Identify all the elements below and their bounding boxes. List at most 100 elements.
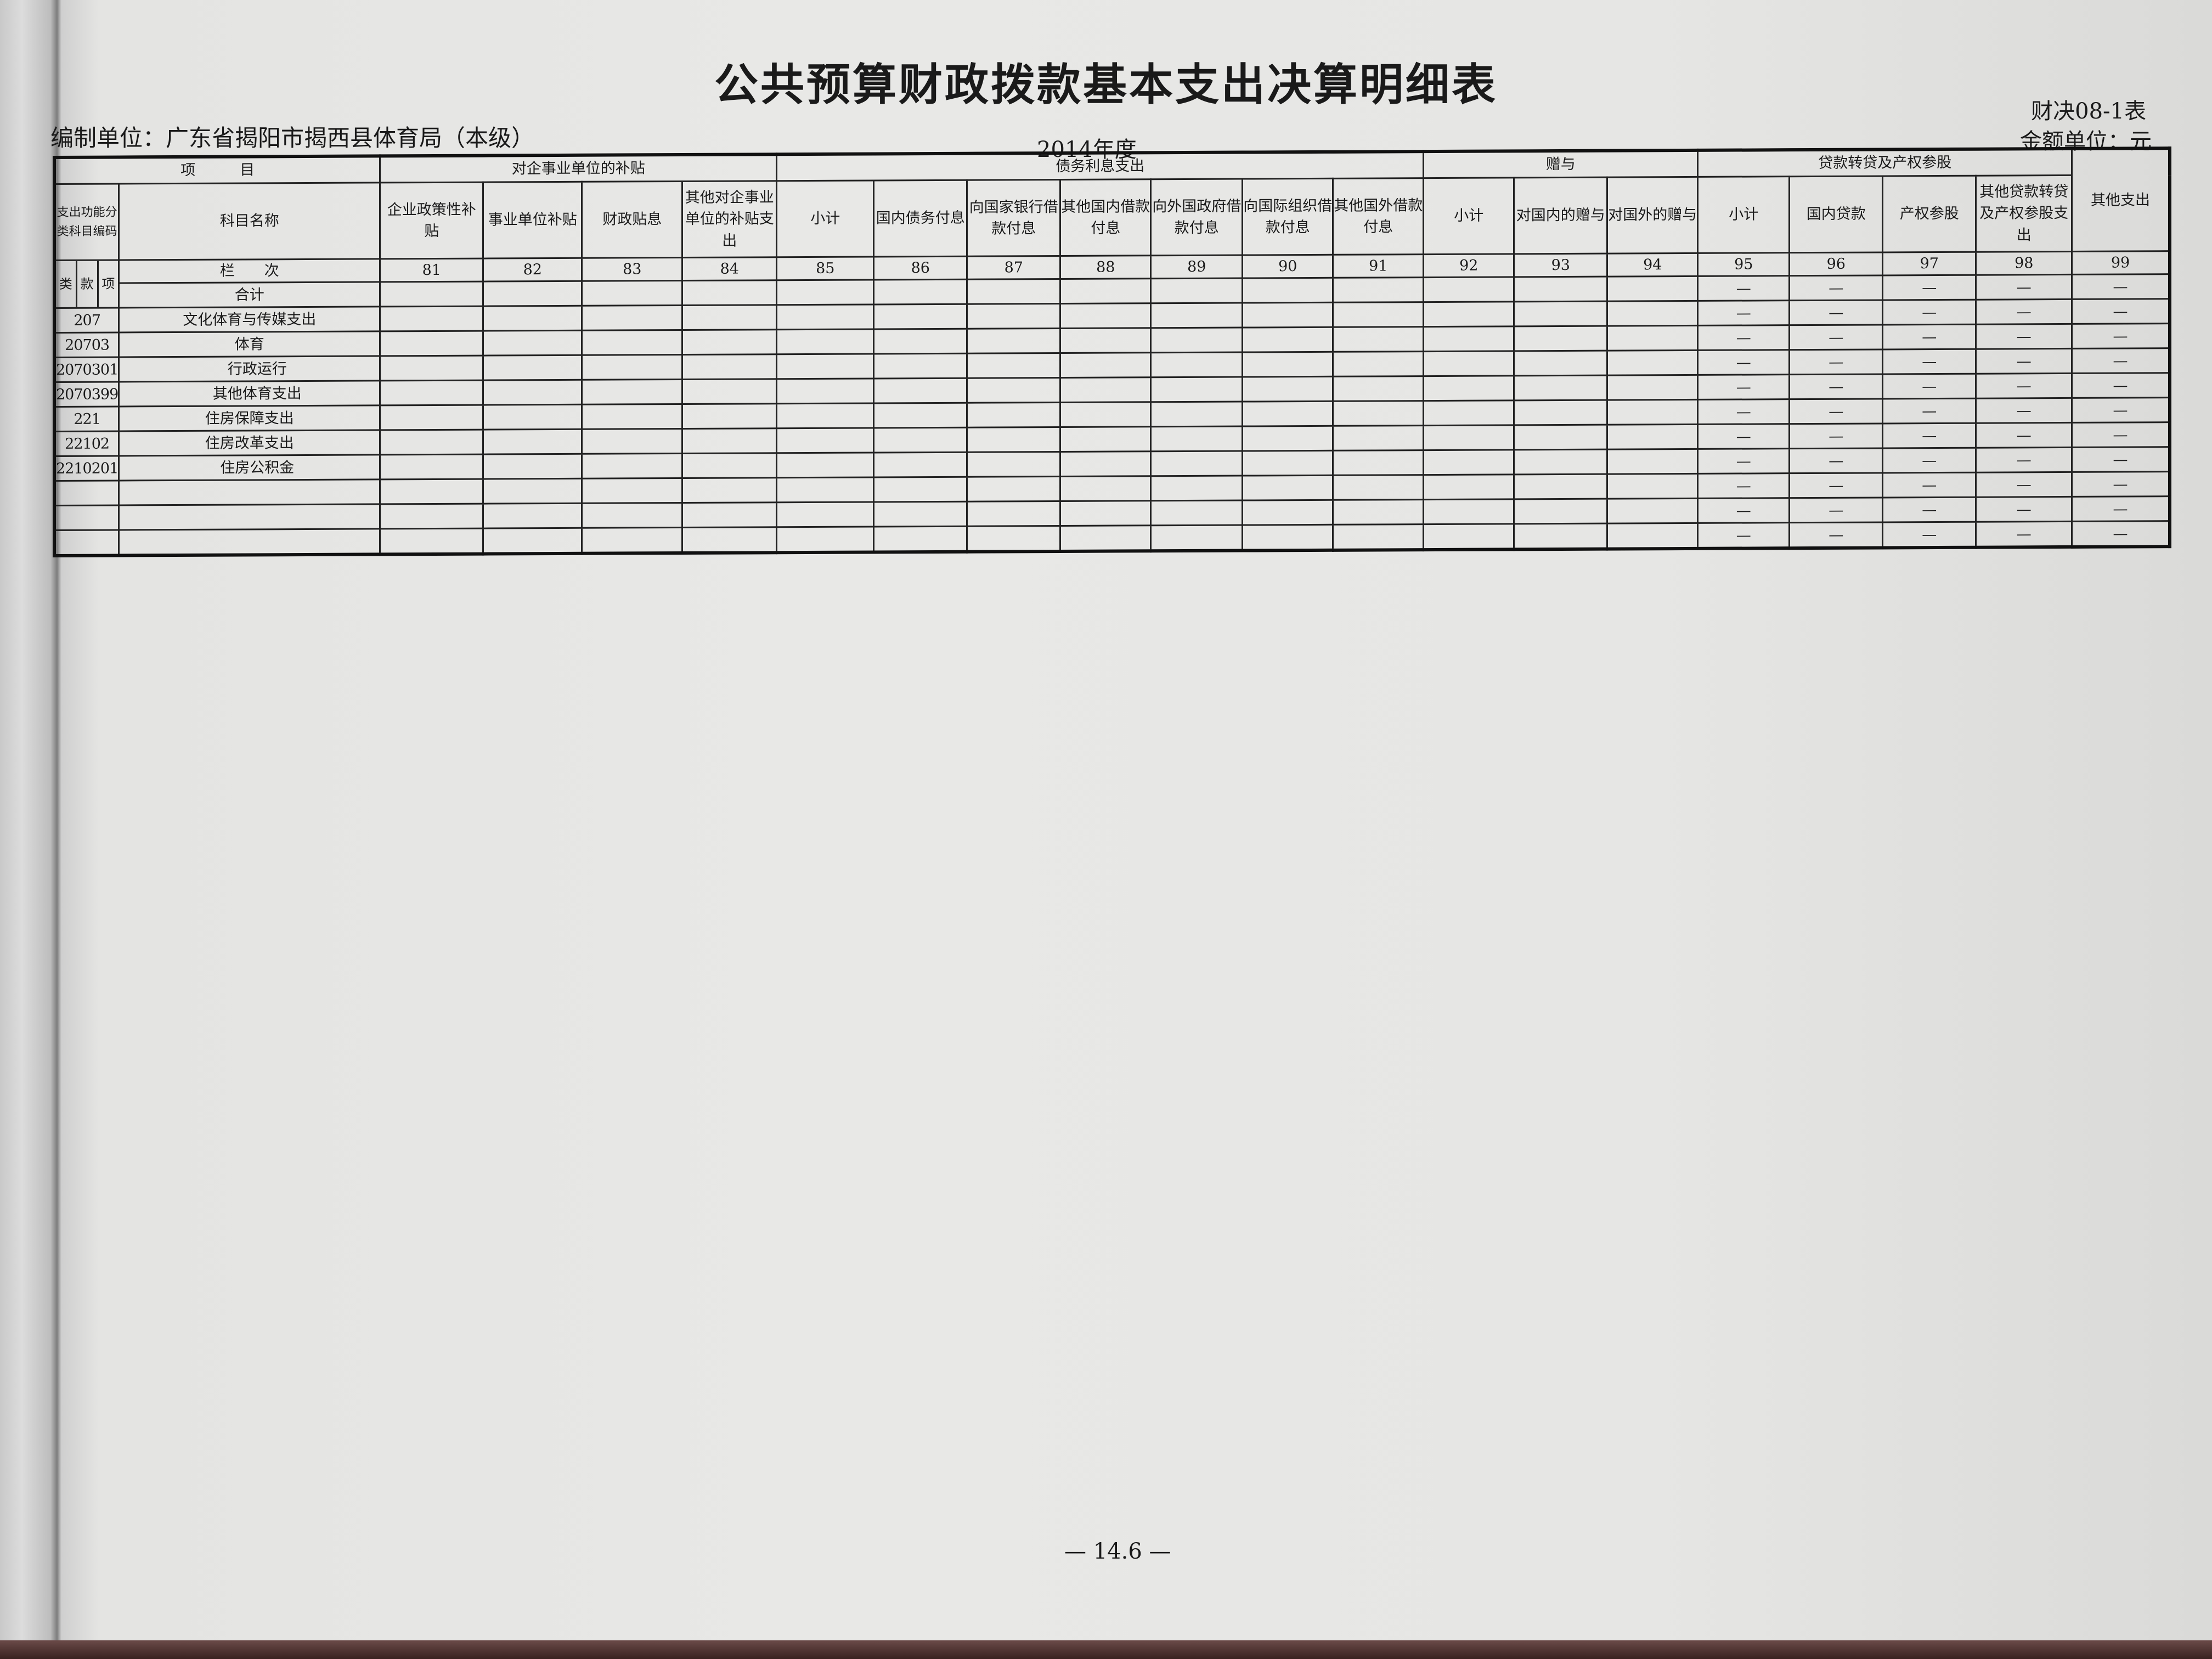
table-cell — [776, 280, 874, 305]
column-number: 88 — [1060, 255, 1151, 279]
subject-code: 22102 — [54, 431, 119, 456]
table-cell: — — [1976, 274, 2072, 300]
table-cell — [682, 453, 777, 478]
column-header: 小计 — [1697, 176, 1790, 253]
organization-label: 编制单位：广东省揭阳市揭西县体育局（本级） — [50, 125, 535, 151]
table-cell — [1607, 301, 1698, 326]
header-row-columns: 支出功能分类科目编码 科目名称 企业政策性补贴 事业单位补贴 财政贴息 其他对企事业单位的… — [54, 175, 2170, 261]
column-header: 向国家银行借款付息 — [967, 179, 1060, 257]
table-cell — [776, 379, 874, 404]
table-cell — [380, 331, 483, 357]
subject-name — [119, 504, 380, 531]
table-cell: — — [1697, 522, 1790, 549]
table-cell — [967, 353, 1060, 379]
table-cell — [380, 380, 483, 406]
table-cell — [682, 502, 777, 528]
page-title: 公共预算财政拨款基本支出决算明细表 — [714, 59, 1498, 110]
table-cell — [1333, 326, 1424, 352]
desk-surface — [0, 1640, 2212, 1659]
table-cell — [1060, 426, 1151, 452]
subject-code — [54, 530, 119, 556]
table-cell — [1607, 325, 1698, 351]
column-number: 97 — [1882, 252, 1976, 276]
table-cell — [1060, 500, 1151, 526]
table-cell — [380, 281, 483, 307]
table-cell — [776, 403, 874, 428]
table-cell — [1242, 500, 1333, 526]
table-cell: — — [2072, 274, 2170, 300]
table-cell: — — [2072, 447, 2170, 472]
table-cell — [582, 305, 682, 331]
table-cell — [1333, 302, 1424, 328]
subject-code: 2070301 — [54, 357, 119, 382]
column-number-label: 栏 次 — [119, 258, 380, 284]
table-cell — [483, 429, 582, 455]
column-header: 其他对企事业单位的补贴支出 — [682, 180, 777, 258]
table-cell — [1514, 449, 1607, 475]
table-cell — [1242, 327, 1333, 353]
table-cell — [1514, 326, 1607, 352]
table-cell: — — [1789, 374, 1883, 399]
table-cell — [682, 477, 777, 503]
column-header: 其他国外借款付息 — [1333, 178, 1424, 255]
table-cell — [1242, 475, 1333, 501]
table-cell — [1242, 426, 1333, 452]
table-cell — [582, 478, 682, 504]
column-number: 84 — [682, 257, 777, 281]
table-cell — [1423, 351, 1514, 376]
table-cell: — — [1789, 325, 1883, 350]
subject-code: 20703 — [54, 332, 119, 358]
column-number: 82 — [483, 258, 582, 282]
column-number: 99 — [2072, 251, 2170, 275]
subject-name: 体育 — [119, 331, 380, 358]
table-cell — [380, 306, 483, 332]
table-cell: — — [2072, 397, 2170, 423]
table-cell — [483, 404, 582, 430]
table-cell — [582, 428, 682, 454]
subject-code — [54, 481, 119, 506]
table-cell — [776, 477, 874, 503]
table-cell — [1333, 499, 1424, 525]
table-cell — [776, 453, 874, 478]
table-cell — [1514, 523, 1607, 550]
subject-name: 行政运行 — [119, 356, 380, 382]
subject-name — [119, 479, 380, 506]
table-cell — [873, 378, 967, 404]
table-cell — [1423, 326, 1514, 352]
table-cell: — — [1976, 373, 2072, 399]
table-cell — [380, 405, 483, 431]
code-header: 支出功能分类科目编码 — [54, 183, 119, 261]
table-cell: — — [2072, 422, 2170, 448]
table-cell: — — [1789, 448, 1883, 473]
column-header: 其他贷款转贷及产权参股支出 — [1976, 175, 2072, 252]
table-cell — [380, 528, 483, 555]
group-header: 债务利息支出 — [776, 151, 1424, 181]
table-cell: — — [1697, 300, 1790, 326]
table-cell — [1607, 276, 1698, 302]
group-header: 赠与 — [1423, 150, 1698, 178]
table-cell — [380, 430, 483, 455]
table-cell — [1333, 277, 1424, 303]
page-number: — 14.6 — — [1064, 1539, 1171, 1564]
table-cell — [1150, 402, 1243, 427]
column-number: 81 — [380, 258, 483, 283]
table-cell — [873, 329, 967, 354]
column-number: 98 — [1976, 251, 2072, 275]
table-cell: — — [1789, 275, 1883, 301]
table-cell — [1607, 473, 1698, 499]
class-label: 项 — [101, 276, 115, 292]
column-header: 国内贷款 — [1789, 176, 1883, 253]
table-cell — [483, 281, 582, 307]
table-cell: — — [1789, 473, 1883, 498]
subject-name: 住房保障支出 — [119, 405, 380, 432]
class-label: 款 — [77, 261, 99, 307]
column-number: 83 — [582, 257, 682, 281]
table-cell — [483, 330, 582, 356]
table-cell: — — [1882, 349, 1976, 375]
table-cell: — — [2072, 298, 2170, 324]
table-cell: — — [1882, 497, 1976, 523]
column-header: 事业单位补贴 — [483, 182, 582, 259]
subject-code: 2210201 — [54, 456, 119, 481]
table-cell — [1333, 376, 1424, 402]
table-cell — [1333, 400, 1424, 426]
